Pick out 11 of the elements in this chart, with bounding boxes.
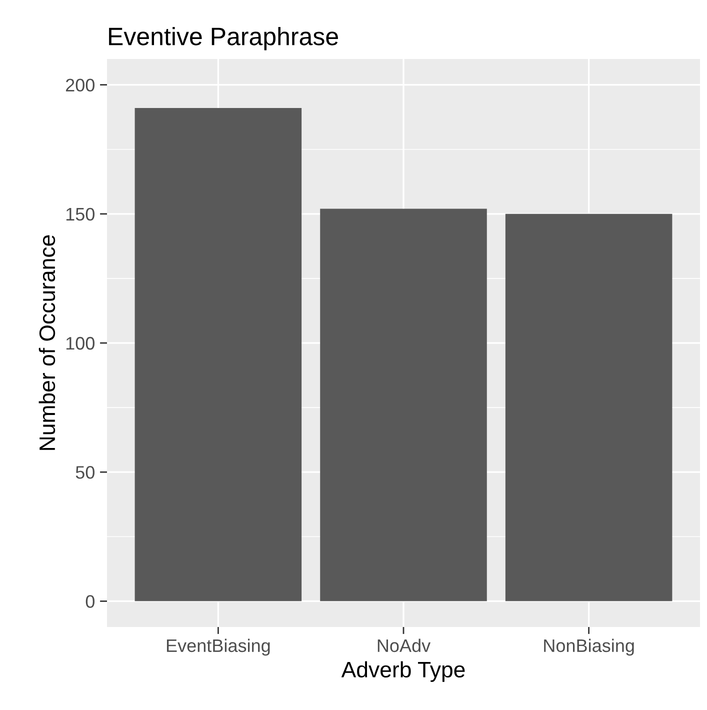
y-tick-label: 50 [76, 466, 94, 479]
y-tick-label: 100 [66, 336, 94, 350]
x-tick-label: EventBiasing [166, 638, 270, 656]
chart-title: Eventive Paraphrase [109, 26, 338, 50]
y-tick-label: 200 [66, 78, 94, 92]
x-tick-label: NoAdv [378, 638, 431, 652]
y-tick-label: 150 [66, 208, 94, 221]
x-axis-title: Adverb Type [341, 661, 465, 682]
x-tick-label: NonBiasing [544, 638, 634, 656]
y-tick-label: 0 [86, 595, 94, 608]
y-axis-title: Number of Occurance [38, 235, 56, 450]
